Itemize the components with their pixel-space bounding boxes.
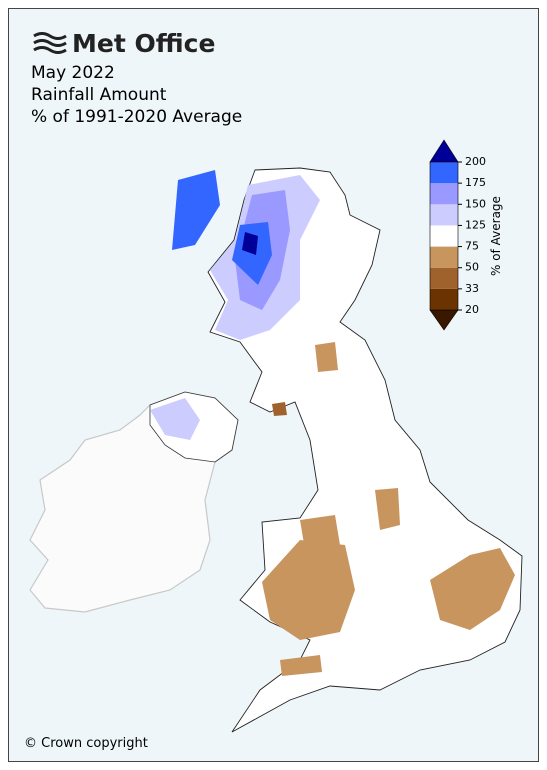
rain-patch (172, 170, 220, 250)
dry-patch (430, 548, 515, 630)
dry-patch (262, 540, 355, 640)
dry-patch (315, 342, 338, 372)
colorbar-extend-low (429, 309, 459, 331)
colorbar-tick-label: 125 (465, 218, 486, 231)
logo-waves (33, 32, 67, 54)
colorbar-segment (430, 204, 458, 226)
colorbar-segment (430, 162, 458, 184)
colorbar-tick-label: 33 (465, 282, 479, 295)
colorbar-segment (430, 267, 458, 289)
colorbar-label: % of Average (489, 196, 503, 276)
description: % of 1991-2020 Average (31, 107, 242, 127)
copyright: © Crown copyright (24, 736, 148, 751)
colorbar-segment (430, 288, 458, 310)
dry-patch (300, 515, 340, 550)
dry-patch (272, 402, 287, 416)
logo: Met Office (72, 29, 215, 58)
colorbar-tick-label: 150 (465, 197, 486, 210)
legend: 20 33 50 75 125 150 175 200 % of Average (429, 139, 503, 331)
colorbar-border (429, 161, 459, 311)
dry-patch (280, 655, 322, 676)
colorbar-tick-label: 175 (465, 176, 486, 189)
colorbar-tick-label: 50 (465, 261, 479, 274)
subtitle: Rainfall Amount (31, 85, 167, 105)
colorbar-segment (430, 183, 458, 205)
colorbar-extend-high (429, 139, 459, 163)
colorbar-segment (430, 246, 458, 268)
colorbar-segment (430, 225, 458, 247)
colorbar-tick-label: 200 (465, 155, 486, 168)
title: May 2022 (31, 63, 115, 83)
colorbar-tick-label: 20 (465, 303, 479, 316)
rain-patch (150, 398, 200, 440)
rain-patch (242, 232, 258, 255)
colorbar-tick-label: 75 (465, 240, 479, 253)
dry-patch (375, 488, 400, 530)
